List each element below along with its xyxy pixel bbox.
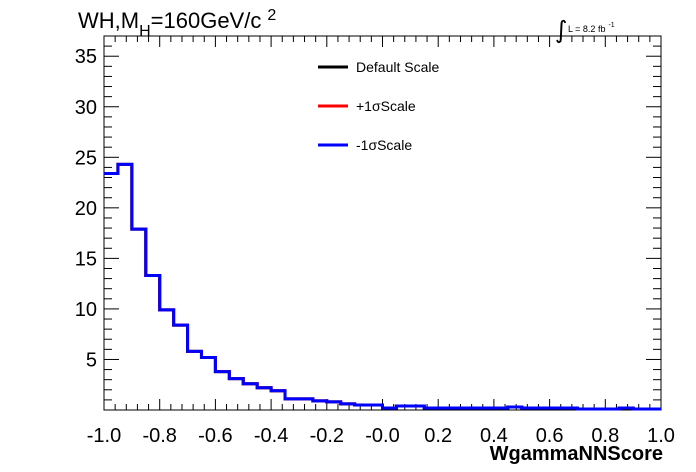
luminosity-label: L = 8.2 fb -1 — [568, 22, 615, 34]
x-axis-ticks — [103, 36, 662, 410]
x-tick-label: -0.8 — [142, 425, 176, 447]
chart-title-main: WH,M — [78, 8, 139, 33]
y-tick-label: 15 — [75, 248, 97, 270]
x-tick-label: -0.6 — [198, 425, 232, 447]
x-tick-label: 1.0 — [647, 425, 675, 447]
chart-title-rest: =160GeV/c — [151, 8, 262, 33]
x-tick-label: -0.0 — [365, 425, 399, 447]
y-tick-label: 5 — [86, 349, 97, 371]
x-axis-tick-labels: -1.0 -0.8 -0.6 -0.4 -0.2 -0.0 0.2 0.4 0.6 0.8 1.0 — [87, 425, 675, 447]
plot-frame — [103, 35, 662, 411]
series-line-0 — [104, 162, 661, 411]
luminosity-text: L = 8.2 fb — [568, 24, 605, 34]
y-tick-label: 30 — [75, 97, 97, 119]
chart-title: WH,MH=160GeV/c 2 — [78, 7, 276, 40]
series-lines — [104, 162, 661, 411]
series-line-1 — [104, 162, 661, 411]
x-axis-label: WgammaNNScore — [490, 443, 663, 465]
y-tick-label: 25 — [75, 147, 97, 169]
legend-label-default: Default Scale — [356, 59, 439, 75]
chart-title-superscript: 2 — [267, 7, 276, 24]
y-tick-label: 20 — [75, 198, 97, 220]
x-tick-label: -0.2 — [310, 425, 344, 447]
y-tick-label: 35 — [75, 46, 97, 68]
x-tick-label: -0.4 — [254, 425, 288, 447]
chart-title-subscript: H — [139, 23, 151, 40]
legend-label-plus1sigma: +1σScale — [356, 98, 416, 114]
legend-label-minus1sigma: -1σScale — [356, 137, 412, 153]
x-tick-label: -1.0 — [87, 425, 121, 447]
x-tick-label: 0.8 — [591, 425, 619, 447]
y-axis-ticks — [104, 45, 661, 401]
integral-symbol: ∫ — [555, 16, 568, 44]
x-tick-label: 0.6 — [536, 425, 564, 447]
series-line-2 — [104, 162, 661, 411]
x-tick-label: 0.2 — [424, 425, 452, 447]
luminosity-superscript: -1 — [608, 22, 614, 29]
y-axis-tick-labels: 5 10 15 20 25 30 35 — [75, 46, 97, 371]
x-tick-label: 0.4 — [480, 425, 508, 447]
y-tick-label: 10 — [75, 299, 97, 321]
legend: Default Scale +1σScale -1σScale — [318, 59, 439, 153]
